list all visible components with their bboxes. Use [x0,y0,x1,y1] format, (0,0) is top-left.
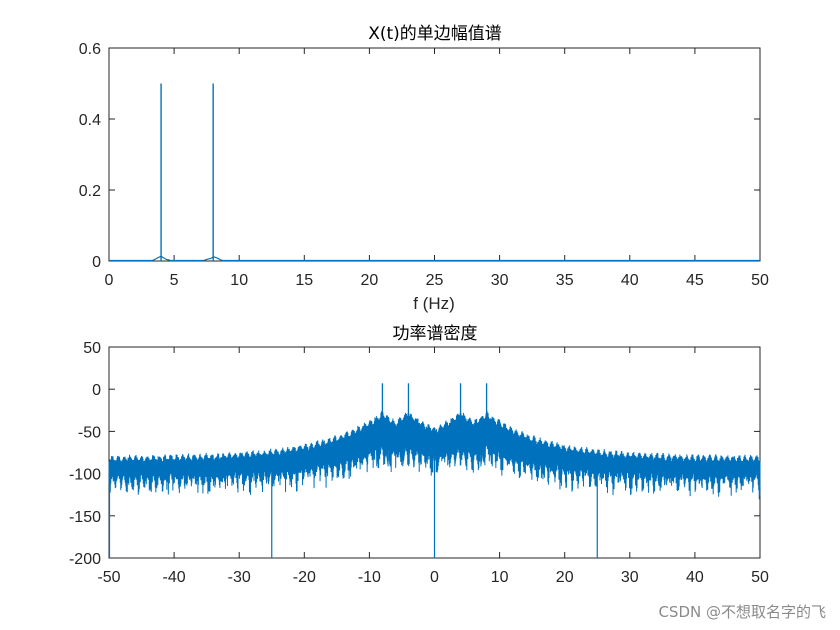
chart2-ytick-label: -100 [69,467,101,484]
power-spectral-density-chart: 功率谱密度 -50 -40 -30 -20 -10 0 10 20 30 40 50 -200-15… [69,324,769,586]
chart1-xtick-label: 50 [751,272,769,289]
chart2-xtick-label: -40 [163,569,186,586]
chart2-ytick-label: -150 [69,509,101,526]
chart1-xtick-label: 35 [556,272,574,289]
chart2-ytick-label: 50 [83,340,101,357]
chart1-ytick-label: 0.2 [79,183,101,200]
chart2-xtick-label: 0 [430,569,439,586]
chart1-title: X(t)的单边幅值谱 [368,24,502,44]
watermark: CSDN @不想取名字的飞 [658,603,826,621]
chart2-ytick-label: -50 [78,424,101,441]
chart1-xtick-label: 45 [686,272,704,289]
chart1-xtick-label: 30 [491,272,509,289]
chart1-xlabel: f (Hz) [413,294,455,313]
chart1-xtick-label: 0 [105,272,114,289]
chart2-xtick-label: -50 [97,569,120,586]
chart2-title: 功率谱密度 [393,324,478,344]
chart2-xtick-label: -30 [228,569,251,586]
chart1-plot-area [108,47,761,262]
chart2-xtick-label: 40 [686,569,704,586]
chart1-ytick-label: 0.4 [79,112,101,129]
chart1-xtick-label: 20 [361,272,379,289]
chart2-series-line [108,411,761,500]
chart1-ytick-label: 0 [92,254,101,271]
amplitude-spectrum-chart: X(t)的单边幅值谱 0 5 10 15 20 25 30 35 40 45 50 0 0.2 0.4 0… [79,24,769,313]
chart2-xtick-label: 50 [751,569,769,586]
chart2-ytick-label: 0 [92,382,101,399]
chart2-xtick-label: -10 [358,569,381,586]
chart1-xtick-label: 10 [230,272,248,289]
chart1-xtick-label: 40 [621,272,639,289]
chart1-series-line [109,255,760,262]
chart1-ytick-label: 0.6 [79,41,101,58]
chart2-xtick-label: -20 [293,569,316,586]
chart1-xtick-label: 15 [295,272,313,289]
chart2-xtick-label: 20 [556,569,574,586]
chart1-xtick-label: 25 [426,272,444,289]
chart1-xtick-label: 5 [170,272,179,289]
chart2-ytick-label: -200 [69,551,101,568]
chart2-xtick-label: 30 [621,569,639,586]
chart2-xtick-label: 10 [491,569,509,586]
